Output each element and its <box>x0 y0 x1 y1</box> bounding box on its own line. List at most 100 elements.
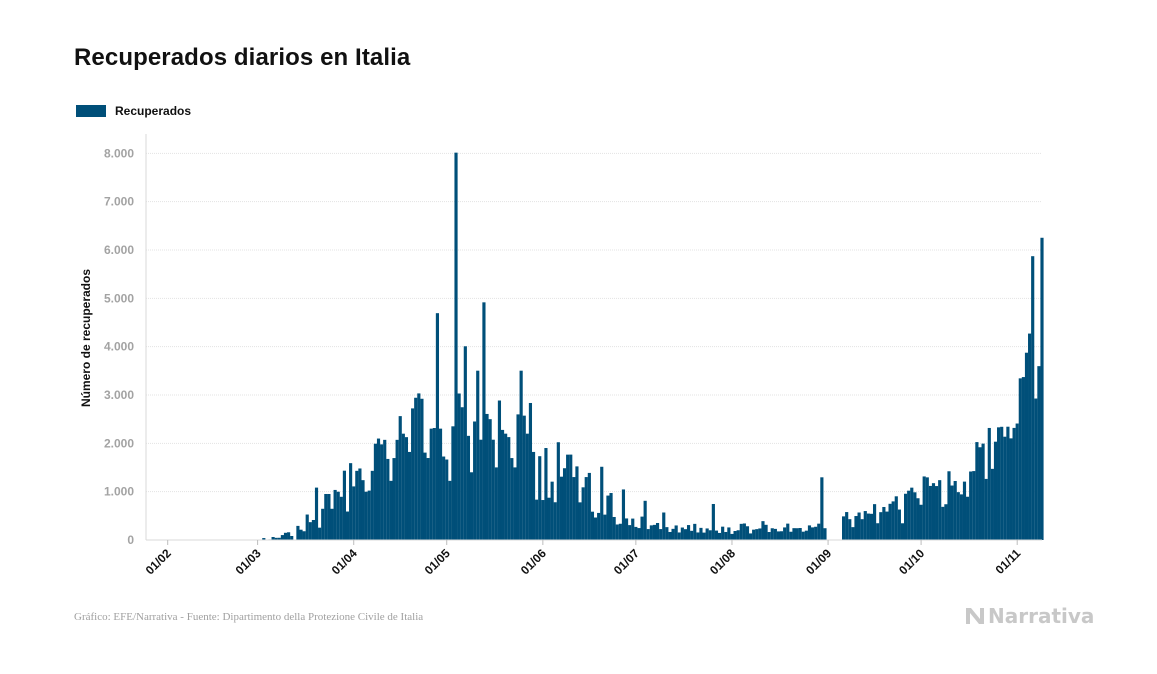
bar <box>823 528 827 540</box>
bar <box>556 442 560 540</box>
bar <box>531 451 536 540</box>
bar <box>674 525 678 540</box>
bar <box>690 530 694 540</box>
bar <box>364 491 368 540</box>
narrativa-logo-icon <box>966 608 984 624</box>
bar <box>742 523 746 540</box>
bar <box>643 500 647 540</box>
bar <box>327 493 331 540</box>
bar <box>1034 398 1038 540</box>
legend-swatch <box>76 105 106 117</box>
bar <box>842 516 846 540</box>
bar <box>879 512 883 540</box>
bar <box>435 313 440 540</box>
bar <box>370 470 374 540</box>
bar <box>553 502 557 540</box>
x-tick-label: 01/09 <box>803 546 834 577</box>
bar <box>1000 426 1004 540</box>
bar <box>479 439 483 540</box>
bar <box>609 493 613 540</box>
bar <box>935 486 939 540</box>
x-tick-label: 01/04 <box>329 546 360 577</box>
bar <box>519 370 523 540</box>
bar <box>904 493 908 540</box>
bar <box>528 402 533 540</box>
bar <box>321 508 325 540</box>
y-tick-label: 5.000 <box>104 291 134 305</box>
bar <box>463 346 467 540</box>
bar <box>414 397 418 540</box>
bar <box>1037 366 1041 540</box>
x-tick-label: 01/06 <box>518 546 549 577</box>
bar <box>668 531 672 540</box>
x-tick-label: 01/03 <box>233 546 264 577</box>
bar <box>857 512 861 540</box>
bar <box>380 444 384 540</box>
bar <box>600 466 604 540</box>
y-tick-label: 4.000 <box>104 340 134 354</box>
bar <box>845 512 849 540</box>
bar <box>792 528 796 540</box>
bar <box>733 531 737 540</box>
bar <box>262 538 266 540</box>
bar <box>975 442 979 540</box>
bar <box>655 522 660 540</box>
x-tick-label: 01/11 <box>993 546 1024 577</box>
bar <box>628 525 632 540</box>
bar <box>705 528 709 540</box>
bar <box>581 487 585 540</box>
bar <box>473 421 477 540</box>
bar <box>373 443 377 540</box>
bar <box>981 443 985 540</box>
bar <box>566 454 570 540</box>
bar <box>888 503 892 540</box>
bar <box>969 471 973 540</box>
bar <box>457 393 461 540</box>
bar <box>680 527 684 540</box>
bar <box>773 528 777 540</box>
bar <box>618 523 622 540</box>
bar <box>925 477 929 540</box>
bar <box>349 463 353 540</box>
bar <box>804 530 808 540</box>
bar <box>931 483 936 540</box>
bar <box>516 414 520 540</box>
bar <box>866 513 870 540</box>
bar <box>776 531 781 540</box>
bar <box>287 532 291 540</box>
bar <box>984 478 988 540</box>
bar <box>789 531 793 540</box>
x-tick-label: 01/08 <box>707 546 738 577</box>
bar <box>392 458 396 540</box>
bar <box>590 511 595 540</box>
bars <box>240 152 1044 541</box>
bar <box>649 525 653 540</box>
bar <box>770 528 774 540</box>
bar <box>637 528 641 540</box>
bar <box>928 485 932 540</box>
bar <box>652 524 657 540</box>
brand-logo: Narrativa <box>964 604 1094 628</box>
bar <box>513 467 517 540</box>
x-tick-label: 01/05 <box>422 546 453 577</box>
y-axis-label: Número de recuperados <box>79 269 93 407</box>
bar <box>544 448 548 540</box>
bar <box>277 537 281 540</box>
bar <box>1009 438 1013 540</box>
bar <box>342 470 346 540</box>
bar <box>621 489 626 540</box>
bar <box>953 480 957 540</box>
bar <box>907 490 911 540</box>
x-tick-label: 01/02 <box>143 546 174 577</box>
bar <box>395 439 399 540</box>
gridlines <box>146 152 1042 493</box>
bar <box>383 439 387 540</box>
bar <box>755 529 759 541</box>
bar <box>454 152 458 540</box>
bar <box>550 481 554 540</box>
bar <box>993 441 998 540</box>
bar <box>696 532 700 540</box>
bar <box>572 477 576 540</box>
bar <box>721 526 725 540</box>
bar <box>587 472 591 540</box>
